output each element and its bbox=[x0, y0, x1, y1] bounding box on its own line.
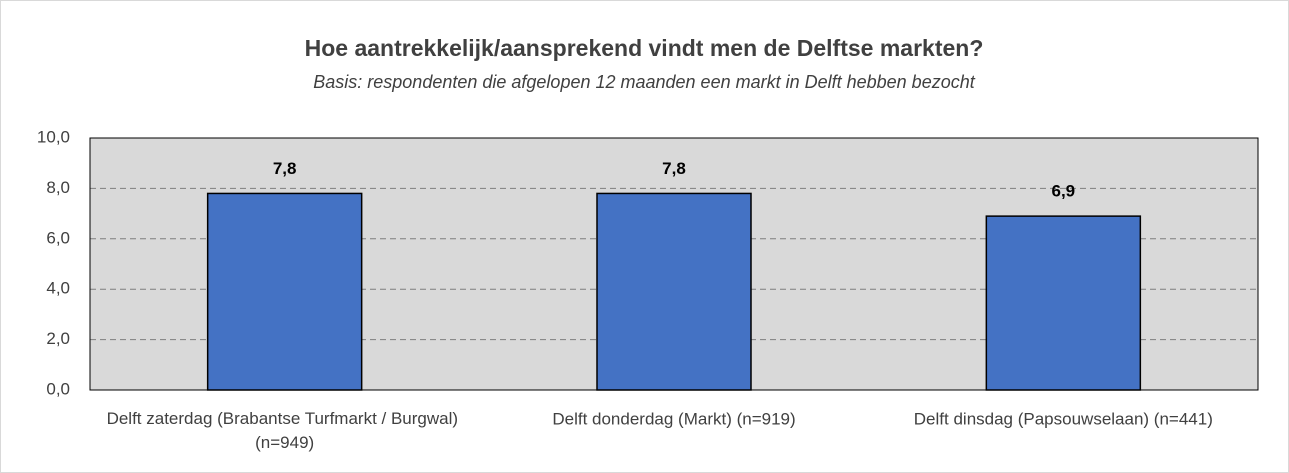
y-tick-label: 10,0 bbox=[37, 127, 70, 146]
chart-title: Hoe aantrekkelijk/aansprekend vindt men … bbox=[305, 35, 984, 61]
x-tick-label: Delft dinsdag (Papsouwselaan) (n=441) bbox=[914, 409, 1213, 428]
x-tick-label: Delft zaterdag (Brabantse Turfmarkt / Bu… bbox=[107, 409, 463, 452]
value-label: 6,9 bbox=[1052, 182, 1076, 201]
chart-subtitle: Basis: respondenten die afgelopen 12 maa… bbox=[313, 72, 975, 92]
bar bbox=[985, 215, 1142, 391]
y-tick-label: 8,0 bbox=[46, 178, 70, 197]
y-tick-label: 0,0 bbox=[46, 379, 70, 398]
bar bbox=[596, 192, 752, 391]
value-label: 7,8 bbox=[662, 159, 686, 178]
y-tick-label: 4,0 bbox=[46, 279, 70, 298]
x-tick-label: Delft donderdag (Markt) (n=919) bbox=[552, 409, 795, 428]
y-tick-label: 6,0 bbox=[46, 228, 70, 247]
value-label: 7,8 bbox=[273, 159, 297, 178]
bar bbox=[206, 192, 363, 391]
y-tick-label: 2,0 bbox=[46, 329, 70, 348]
